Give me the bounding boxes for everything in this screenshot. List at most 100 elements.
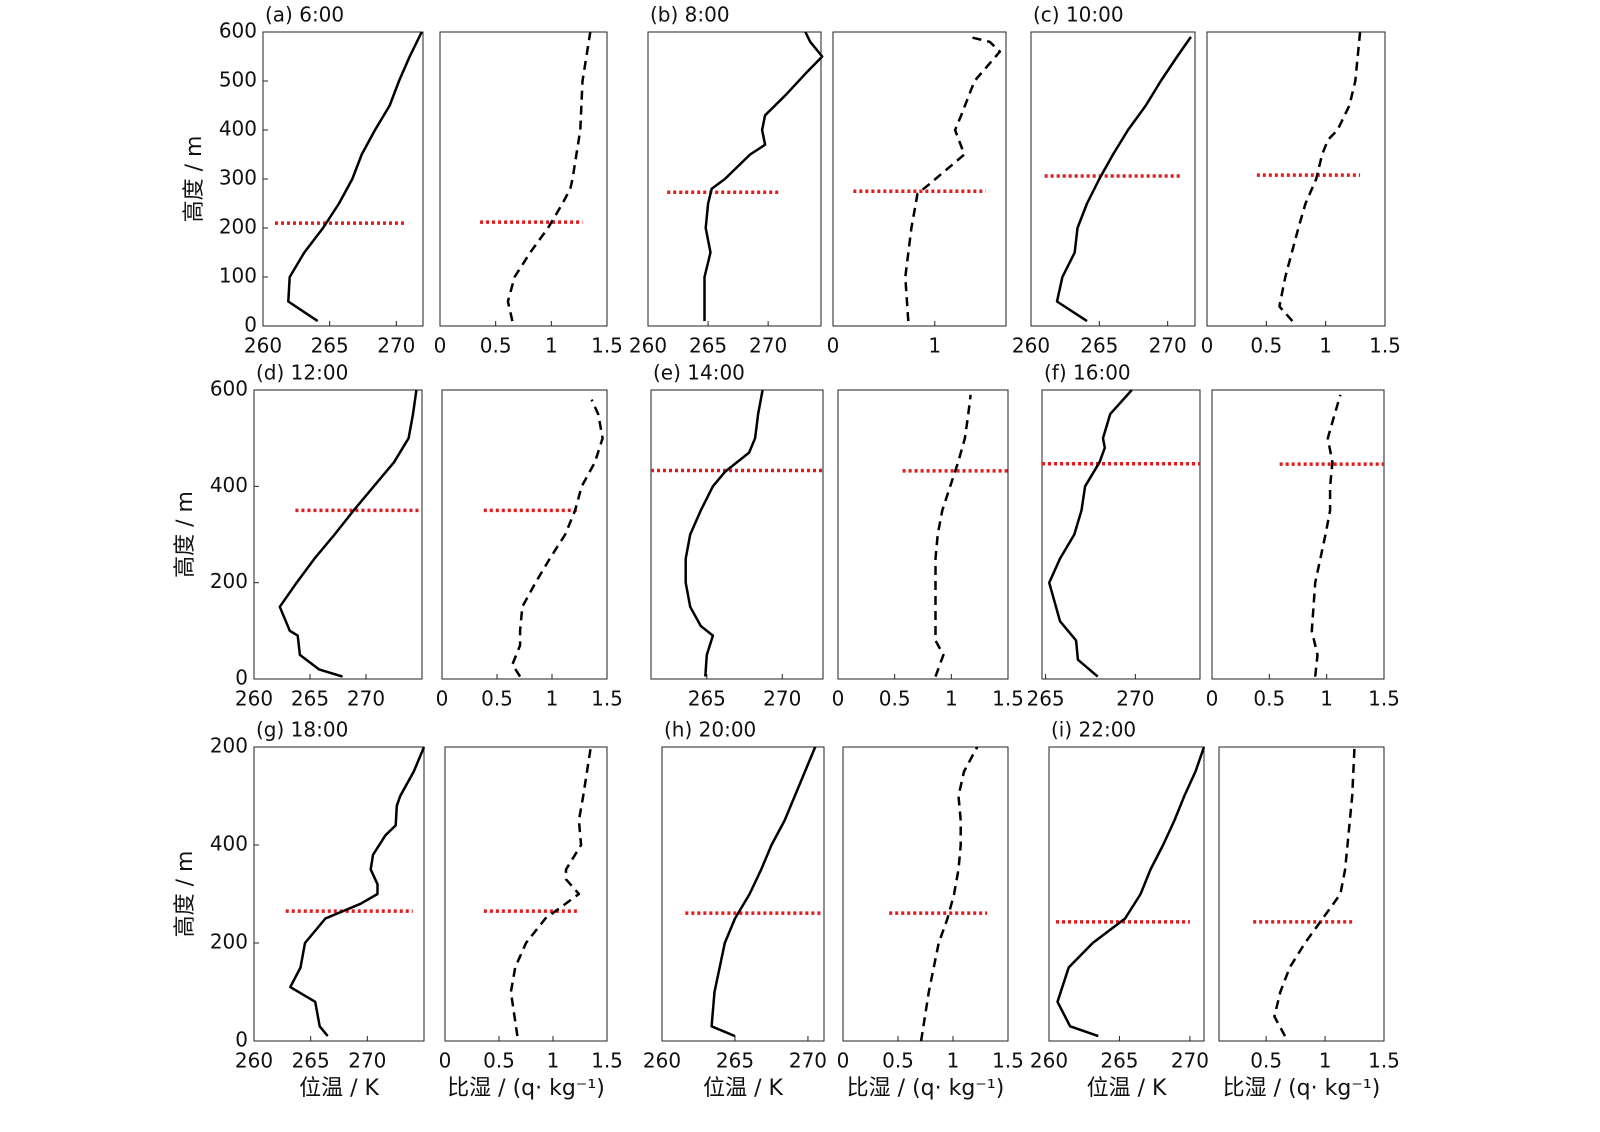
y-tick-label: 300 bbox=[219, 166, 257, 190]
plot-frame bbox=[1048, 746, 1205, 1042]
x-tick-label: 265 bbox=[688, 687, 726, 711]
profile-line bbox=[710, 746, 817, 1038]
panel-title: (c) 10:00 bbox=[1033, 3, 1124, 27]
plot-frame bbox=[1206, 31, 1386, 327]
y-tick-label: 400 bbox=[210, 473, 248, 497]
x-tick-label: 1 bbox=[546, 687, 559, 711]
panel-title: (b) 8:00 bbox=[650, 3, 730, 27]
plot-frame bbox=[650, 389, 824, 680]
panel-title: (d) 12:00 bbox=[256, 361, 348, 385]
x-tick-label: 0 bbox=[436, 687, 449, 711]
x-axis-label: 比湿 / (q· kg⁻¹) bbox=[1223, 1076, 1381, 1101]
plot-frame bbox=[661, 746, 825, 1042]
x-tick-label: 270 bbox=[377, 334, 415, 358]
y-axis-label: 高度 / m bbox=[182, 136, 207, 223]
y-axis-label: 高度 / m bbox=[173, 491, 198, 578]
profile-line bbox=[1278, 31, 1362, 322]
x-tick-label: 270 bbox=[1116, 687, 1154, 711]
x-tick-label: 1 bbox=[928, 334, 941, 358]
panel-title: (g) 18:00 bbox=[256, 718, 348, 742]
x-tick-label: 0 bbox=[1201, 334, 1214, 358]
profile-line bbox=[1056, 746, 1206, 1038]
x-tick-label: 260 bbox=[244, 334, 282, 358]
plot-frame bbox=[439, 31, 608, 327]
x-tick-label: 270 bbox=[347, 687, 385, 711]
x-tick-label: 1.5 bbox=[1368, 1049, 1400, 1073]
y-tick-label: 0 bbox=[244, 313, 257, 337]
profile-line bbox=[1310, 394, 1342, 677]
x-tick-label: 270 bbox=[763, 687, 801, 711]
profile-line bbox=[934, 394, 972, 678]
x-tick-label: 0.5 bbox=[1250, 1049, 1282, 1073]
profile-line bbox=[1273, 746, 1356, 1037]
panel-title: (a) 6:00 bbox=[265, 3, 344, 27]
x-tick-label: 260 bbox=[235, 1049, 273, 1073]
x-tick-label: 1 bbox=[1319, 1049, 1332, 1073]
x-tick-label: 1.5 bbox=[1368, 687, 1400, 711]
x-tick-label: 260 bbox=[629, 334, 667, 358]
x-tick-label: 0.5 bbox=[480, 334, 512, 358]
x-tick-label: 0 bbox=[827, 334, 840, 358]
y-tick-label: 400 bbox=[210, 832, 248, 856]
x-tick-label: 265 bbox=[291, 687, 329, 711]
profile-line bbox=[287, 31, 423, 323]
x-tick-label: 1.5 bbox=[992, 1049, 1024, 1073]
x-tick-label: 0.5 bbox=[481, 687, 513, 711]
profile-line bbox=[703, 31, 824, 322]
y-tick-label: 500 bbox=[219, 68, 257, 92]
y-tick-label: 200 bbox=[210, 569, 248, 593]
profile-line bbox=[1047, 389, 1133, 678]
plot-frame bbox=[832, 31, 1007, 327]
plot-frame bbox=[1030, 31, 1196, 327]
x-tick-label: 0.5 bbox=[1250, 334, 1282, 358]
x-tick-label: 260 bbox=[1012, 334, 1050, 358]
x-tick-label: 265 bbox=[1080, 334, 1118, 358]
y-tick-label: 200 bbox=[210, 734, 248, 758]
x-tick-label: 1.5 bbox=[1369, 334, 1401, 358]
plot-frame bbox=[444, 746, 608, 1042]
x-axis-label: 位温 / K bbox=[299, 1076, 379, 1101]
x-tick-label: 1 bbox=[1319, 334, 1332, 358]
x-axis-label: 位温 / K bbox=[703, 1076, 783, 1101]
x-tick-label: 265 bbox=[1026, 687, 1064, 711]
x-tick-label: 1 bbox=[945, 687, 958, 711]
x-tick-label: 270 bbox=[1171, 1049, 1209, 1073]
y-tick-label: 600 bbox=[210, 377, 248, 401]
plot-frame bbox=[647, 31, 822, 327]
x-tick-label: 1 bbox=[547, 1049, 560, 1073]
x-tick-label: 0.5 bbox=[1253, 687, 1285, 711]
y-tick-label: 400 bbox=[219, 117, 257, 141]
profile-line bbox=[509, 746, 593, 1037]
x-tick-label: 1.5 bbox=[591, 687, 623, 711]
y-tick-label: 600 bbox=[219, 19, 257, 43]
x-tick-label: 0 bbox=[837, 1049, 850, 1073]
y-tick-label: 200 bbox=[210, 930, 248, 954]
x-tick-label: 0 bbox=[439, 1049, 452, 1073]
plot-frame bbox=[253, 389, 423, 680]
x-tick-label: 260 bbox=[643, 1049, 681, 1073]
profile-line bbox=[289, 746, 426, 1037]
plot-frame bbox=[837, 389, 1009, 680]
x-tick-label: 270 bbox=[348, 1049, 386, 1073]
x-axis-label: 位温 / K bbox=[1087, 1076, 1167, 1101]
x-tick-label: 0.5 bbox=[879, 687, 911, 711]
x-tick-label: 0.5 bbox=[483, 1049, 515, 1073]
x-tick-label: 265 bbox=[716, 1049, 754, 1073]
plot-frame bbox=[253, 746, 425, 1042]
x-tick-label: 1.5 bbox=[992, 687, 1024, 711]
profile-line bbox=[919, 746, 979, 1042]
panel-title: (i) 22:00 bbox=[1051, 718, 1136, 742]
x-tick-label: 270 bbox=[789, 1049, 827, 1073]
panel-title: (e) 14:00 bbox=[653, 361, 745, 385]
x-tick-label: 270 bbox=[749, 334, 787, 358]
x-tick-label: 1.5 bbox=[591, 1049, 623, 1073]
x-tick-label: 265 bbox=[311, 334, 349, 358]
x-tick-label: 265 bbox=[689, 334, 727, 358]
x-tick-label: 1 bbox=[1320, 687, 1333, 711]
x-tick-label: 265 bbox=[1100, 1049, 1138, 1073]
x-tick-label: 0 bbox=[434, 334, 447, 358]
y-tick-label: 100 bbox=[219, 264, 257, 288]
x-tick-label: 0 bbox=[1206, 687, 1219, 711]
profile-line bbox=[511, 399, 604, 678]
